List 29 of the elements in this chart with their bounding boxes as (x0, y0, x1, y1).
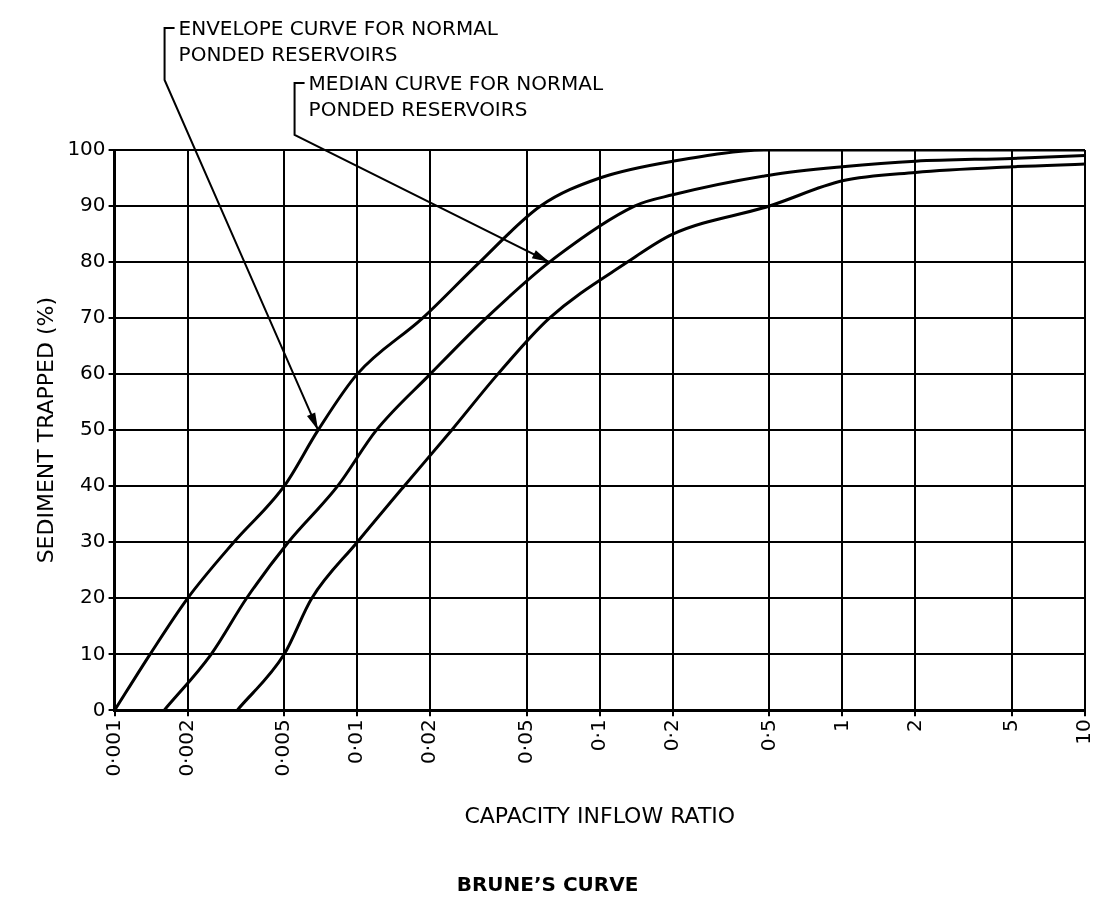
x-tick-label: 0·02 (416, 719, 441, 764)
y-tick-label: 50 (80, 416, 106, 441)
x-axis-title: CAPACITY INFLOW RATIO (464, 802, 736, 828)
y-tick-label: 40 (80, 472, 106, 497)
x-tick-label: 10 (1071, 719, 1096, 745)
x-tick-label: 0·001 (100, 719, 125, 777)
annotation: MEDIAN CURVE FOR NORMAL PONDED RESERVOIRS (308, 71, 604, 122)
x-tick-label: 0·002 (173, 719, 198, 777)
x-tick-label: 0·1 (585, 719, 610, 752)
x-tick-label: 0·01 (343, 719, 368, 764)
x-tick-label: 0·5 (755, 719, 780, 752)
y-tick-label: 100 (67, 136, 106, 161)
x-tick-label: 1 (828, 719, 853, 733)
x-tick-label: 0·005 (270, 719, 295, 777)
y-tick-label: 60 (80, 360, 106, 385)
y-tick-label: 70 (80, 304, 106, 329)
y-tick-label: 90 (80, 192, 106, 217)
text: BRUNE’S CURVE (456, 872, 639, 897)
y-tick-label: 0 (92, 696, 106, 721)
y-tick-label: 20 (80, 584, 106, 609)
y-tick-label: 10 (80, 640, 106, 665)
x-tick-label: 0·05 (512, 719, 537, 764)
y-axis-title: SEDIMENT TRAPPED (%) (32, 296, 58, 564)
x-tick-label: 0·2 (659, 719, 684, 752)
x-tick-label: 5 (998, 719, 1023, 733)
y-tick-label: 30 (80, 528, 106, 553)
annotation: ENVELOPE CURVE FOR NORMAL PONDED RESERVOIRS (178, 16, 499, 67)
y-tick-label: 80 (80, 248, 106, 273)
x-tick-label: 2 (901, 719, 926, 733)
